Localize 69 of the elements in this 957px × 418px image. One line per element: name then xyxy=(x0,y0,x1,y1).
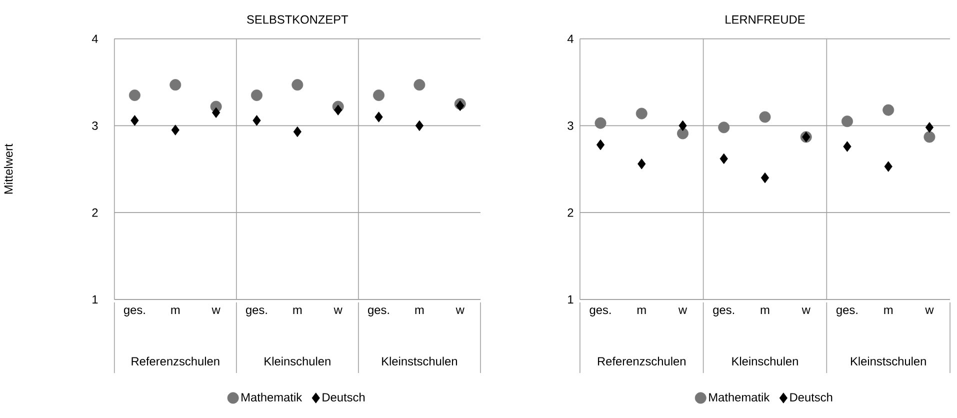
point xyxy=(843,141,852,152)
y-tick-label: 3 xyxy=(92,122,98,130)
point xyxy=(415,120,424,132)
x-tick-label: w xyxy=(678,308,688,314)
x-tick-label: w xyxy=(925,308,934,314)
x-tick-label: m xyxy=(293,308,302,314)
point xyxy=(292,79,304,91)
point xyxy=(373,90,385,102)
point xyxy=(128,90,140,102)
x-tick-label: ges. xyxy=(713,308,734,317)
y-tick-label: 3 xyxy=(568,122,574,130)
x-tick-label: ges. xyxy=(590,308,611,317)
point xyxy=(250,90,262,102)
x-tick-label: w xyxy=(802,308,810,314)
x-tick-label: ges. xyxy=(246,308,267,317)
x-tick-label: m xyxy=(637,308,646,314)
point xyxy=(720,153,728,164)
x-tick-label: w xyxy=(334,308,342,314)
point xyxy=(334,104,342,116)
x-tick-label: m xyxy=(415,308,424,314)
point xyxy=(212,107,220,118)
chart-title: SELBSTKONZEPT xyxy=(247,15,348,24)
point xyxy=(924,131,936,143)
point xyxy=(884,161,892,172)
point xyxy=(638,158,646,170)
point xyxy=(925,122,934,133)
text: Kleinschulen xyxy=(732,356,798,366)
x-tick-label: w xyxy=(212,308,220,314)
point xyxy=(677,128,688,140)
legend-label: Mathematik xyxy=(242,392,302,402)
x-tick-label: m xyxy=(760,308,770,314)
y-tick-label: 1 xyxy=(92,295,98,304)
x-tick-label: w xyxy=(456,308,464,314)
point xyxy=(882,104,894,116)
text: Kleinstschulen xyxy=(382,356,458,366)
point xyxy=(760,172,770,184)
y-tick-label: 4 xyxy=(92,34,98,43)
y-axis-title: Mittelwert xyxy=(4,144,13,194)
point xyxy=(678,120,687,132)
point xyxy=(594,117,606,129)
point xyxy=(759,111,771,123)
point xyxy=(841,116,853,128)
x-tick-label: ges. xyxy=(124,308,145,317)
chart-title: LERNFREUDE xyxy=(726,16,805,24)
text: Referenzschulen xyxy=(132,356,220,366)
x-tick-label: m xyxy=(171,308,180,314)
text: Referenzschulen xyxy=(598,356,686,366)
point xyxy=(718,122,730,134)
y-tick-label: 4 xyxy=(567,34,574,43)
y-tick-label: 1 xyxy=(568,295,574,304)
legend-label: Mathematik xyxy=(709,392,770,402)
point xyxy=(171,124,180,136)
x-tick-label: m xyxy=(884,308,893,314)
point xyxy=(374,112,383,122)
legend-label: Deutsch xyxy=(790,392,832,402)
x-tick-label: ges. xyxy=(836,308,858,317)
point xyxy=(636,108,648,120)
x-tick-label: ges. xyxy=(368,308,389,317)
point xyxy=(414,79,426,91)
point xyxy=(130,115,139,126)
point xyxy=(170,79,182,91)
y-tick-label: 2 xyxy=(568,208,574,217)
point xyxy=(252,115,261,126)
legend-label: Deutsch xyxy=(322,392,365,402)
y-tick-label: 2 xyxy=(92,208,98,217)
text: Kleinstschulen xyxy=(850,356,926,366)
point xyxy=(596,140,605,150)
text: Kleinschulen xyxy=(264,356,330,366)
point xyxy=(293,126,302,138)
